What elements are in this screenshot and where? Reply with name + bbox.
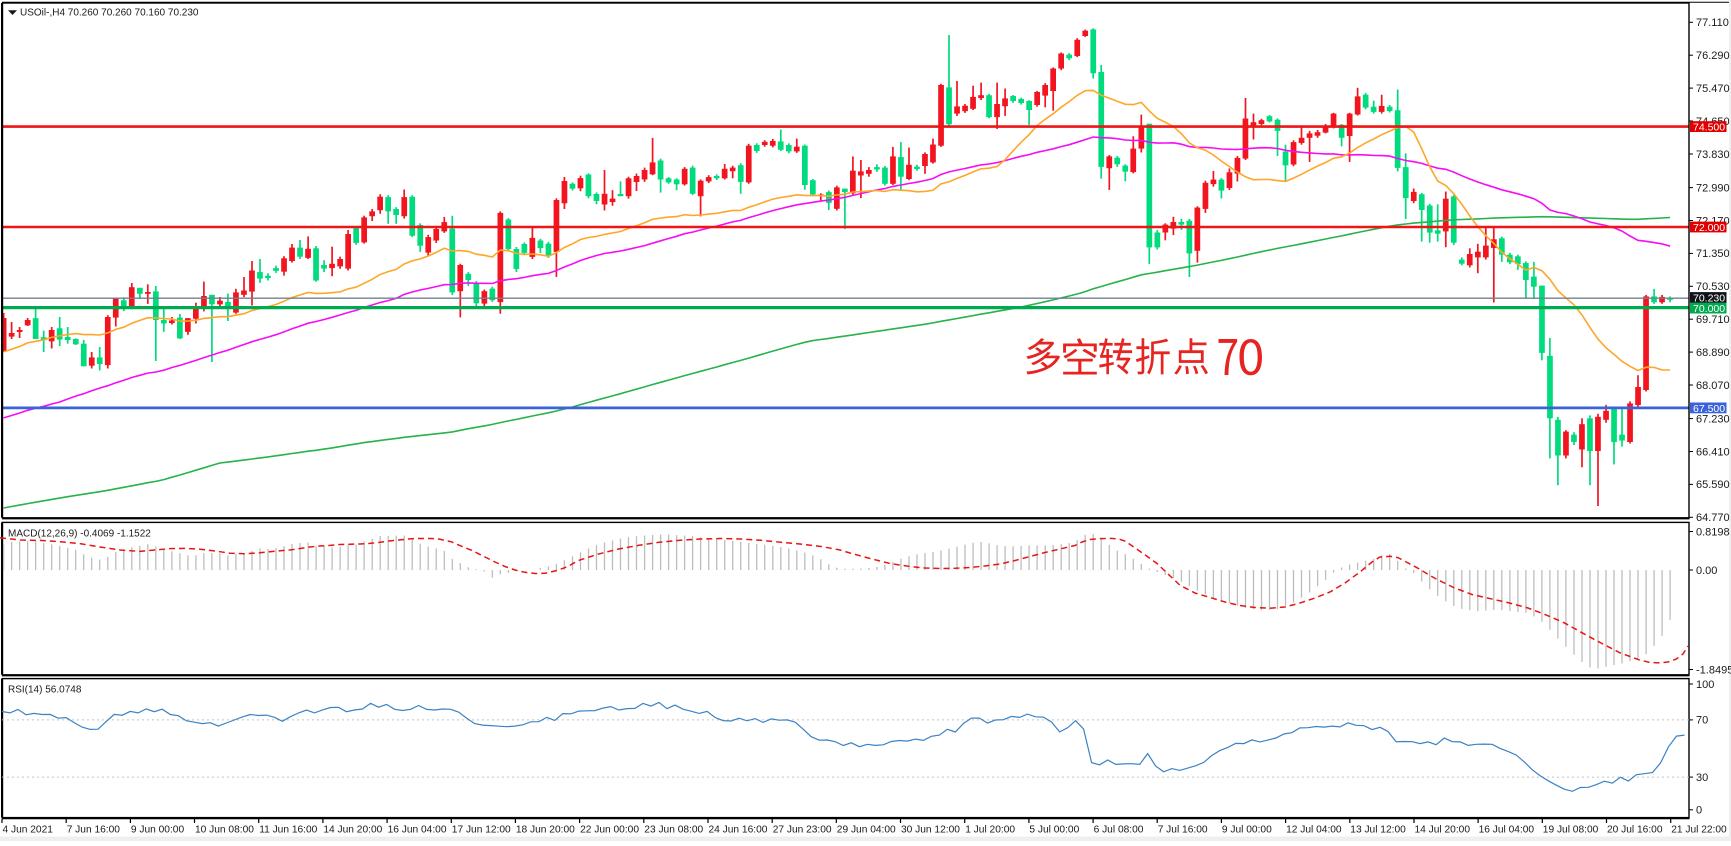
svg-text:70.230: 70.230 bbox=[1693, 292, 1725, 304]
svg-text:75.470: 75.470 bbox=[1696, 83, 1730, 95]
svg-text:20 Jul 16:00: 20 Jul 16:00 bbox=[1607, 825, 1663, 836]
svg-text:68.070: 68.070 bbox=[1696, 380, 1730, 392]
svg-text:12 Jul 04:00: 12 Jul 04:00 bbox=[1286, 825, 1342, 836]
svg-text:77.110: 77.110 bbox=[1696, 17, 1729, 29]
svg-text:67.500: 67.500 bbox=[1693, 403, 1725, 415]
svg-text:21 Jul 22:00: 21 Jul 22:00 bbox=[1671, 825, 1727, 836]
svg-text:5 Jul 00:00: 5 Jul 00:00 bbox=[1029, 825, 1079, 836]
svg-text:76.290: 76.290 bbox=[1696, 50, 1730, 62]
svg-text:73.830: 73.830 bbox=[1696, 149, 1730, 161]
svg-text:0: 0 bbox=[1696, 805, 1702, 817]
svg-text:24 Jun 16:00: 24 Jun 16:00 bbox=[709, 825, 768, 836]
svg-text:27 Jun 23:00: 27 Jun 23:00 bbox=[773, 825, 832, 836]
svg-text:0.00: 0.00 bbox=[1696, 565, 1717, 577]
svg-text:67.230: 67.230 bbox=[1696, 413, 1730, 425]
svg-text:64.770: 64.770 bbox=[1696, 512, 1730, 524]
svg-text:23 Jun 08:00: 23 Jun 08:00 bbox=[644, 825, 703, 836]
svg-text:65.590: 65.590 bbox=[1696, 479, 1730, 491]
svg-text:14 Jun 20:00: 14 Jun 20:00 bbox=[323, 825, 382, 836]
svg-text:16 Jul 04:00: 16 Jul 04:00 bbox=[1479, 825, 1535, 836]
svg-text:16 Jun 04:00: 16 Jun 04:00 bbox=[388, 825, 447, 836]
svg-text:74.500: 74.500 bbox=[1693, 122, 1725, 134]
svg-text:19 Jul 08:00: 19 Jul 08:00 bbox=[1543, 825, 1599, 836]
svg-text:0.8198: 0.8198 bbox=[1696, 526, 1730, 538]
svg-text:1 Jul 20:00: 1 Jul 20:00 bbox=[965, 825, 1015, 836]
svg-text:18 Jun 20:00: 18 Jun 20:00 bbox=[516, 825, 575, 836]
svg-text:-1.8495: -1.8495 bbox=[1696, 664, 1731, 676]
svg-text:30 Jun 12:00: 30 Jun 12:00 bbox=[901, 825, 960, 836]
svg-text:70: 70 bbox=[1696, 715, 1708, 727]
svg-text:72.990: 72.990 bbox=[1696, 182, 1730, 194]
svg-text:10 Jun 08:00: 10 Jun 08:00 bbox=[195, 825, 254, 836]
svg-text:66.410: 66.410 bbox=[1696, 446, 1730, 458]
svg-text:72.000: 72.000 bbox=[1693, 222, 1725, 234]
svg-text:11 Jun 16:00: 11 Jun 16:00 bbox=[259, 825, 317, 836]
svg-text:68.890: 68.890 bbox=[1696, 347, 1730, 359]
svg-text:7 Jun 16:00: 7 Jun 16:00 bbox=[67, 825, 121, 836]
svg-text:4 Jun 2021: 4 Jun 2021 bbox=[3, 825, 54, 836]
svg-text:9 Jun 00:00: 9 Jun 00:00 bbox=[131, 825, 185, 836]
svg-text:100: 100 bbox=[1696, 679, 1714, 691]
svg-text:13 Jul 12:00: 13 Jul 12:00 bbox=[1350, 825, 1406, 836]
svg-text:22 Jun 00:00: 22 Jun 00:00 bbox=[580, 825, 639, 836]
svg-text:70.530: 70.530 bbox=[1696, 281, 1730, 293]
svg-text:7 Jul 16:00: 7 Jul 16:00 bbox=[1158, 825, 1208, 836]
svg-text:USOil-,H4 70.260 70.260 70.16: USOil-,H4 70.260 70.260 70.160 70.230 bbox=[20, 7, 199, 18]
svg-text:6 Jul 08:00: 6 Jul 08:00 bbox=[1094, 825, 1144, 836]
svg-text:MACD(12,26,9) -0.4069 -1.1522: MACD(12,26,9) -0.4069 -1.1522 bbox=[8, 528, 151, 539]
svg-text:30: 30 bbox=[1696, 772, 1708, 784]
svg-text:70.000: 70.000 bbox=[1693, 303, 1725, 315]
svg-text:RSI(14) 56.0748: RSI(14) 56.0748 bbox=[8, 685, 82, 696]
svg-text:14 Jul 20:00: 14 Jul 20:00 bbox=[1415, 825, 1471, 836]
svg-text:29 Jun 04:00: 29 Jun 04:00 bbox=[837, 825, 896, 836]
svg-text:9 Jul 00:00: 9 Jul 00:00 bbox=[1222, 825, 1272, 836]
svg-text:17 Jun 12:00: 17 Jun 12:00 bbox=[452, 825, 511, 836]
svg-text:71.350: 71.350 bbox=[1696, 248, 1730, 260]
svg-text:69.710: 69.710 bbox=[1696, 314, 1730, 326]
